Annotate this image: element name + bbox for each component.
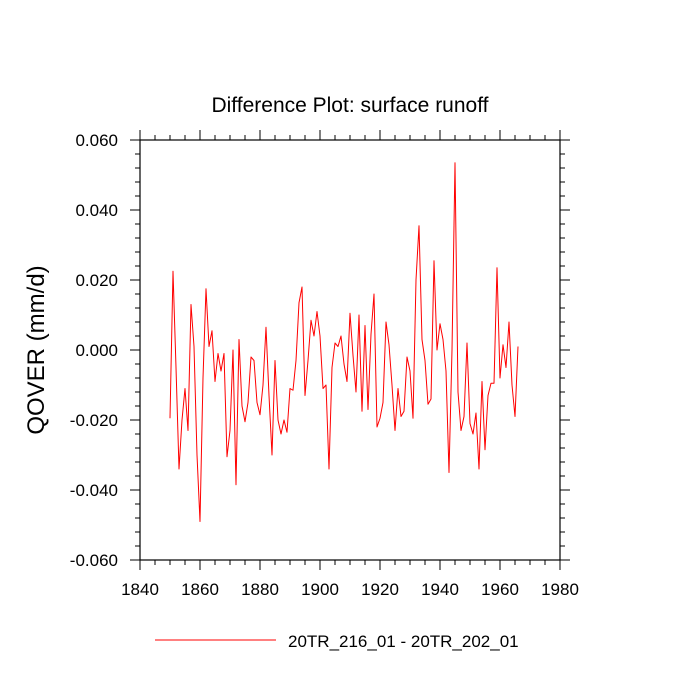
y-tick-label: -0.060 (70, 551, 118, 570)
x-tick-label: 1840 (121, 580, 159, 599)
plot-frame (139, 139, 561, 561)
y-tick-label: 0.060 (75, 131, 118, 150)
legend: 20TR_216_01 - 20TR_202_01 (155, 632, 519, 651)
x-tick-label: 1980 (541, 580, 579, 599)
y-ticks (130, 139, 570, 561)
y-axis-label: QOVER (mm/d) (23, 265, 50, 434)
x-tick-label: 1920 (361, 580, 399, 599)
y-tick-labels: -0.060 -0.040 -0.020 0.000 0.020 0.040 0.060 (70, 131, 118, 570)
y-tick-label: -0.040 (70, 481, 118, 500)
x-tick-label: 1960 (481, 580, 519, 599)
y-tick-label: 0.040 (75, 201, 118, 220)
y-tick-label: 0.000 (75, 341, 118, 360)
series-line (169, 162, 519, 522)
legend-label: 20TR_216_01 - 20TR_202_01 (288, 632, 519, 651)
x-tick-label: 1900 (301, 580, 339, 599)
x-tick-labels: 1840 1860 1880 1900 1920 1940 1960 1980 (121, 580, 579, 599)
y-tick-label: -0.020 (70, 411, 118, 430)
x-tick-label: 1860 (181, 580, 219, 599)
chart-title: Difference Plot: surface runoff (211, 94, 488, 117)
x-tick-label: 1940 (421, 580, 459, 599)
x-tick-label: 1880 (241, 580, 279, 599)
y-tick-label: 0.020 (75, 271, 118, 290)
x-ticks (139, 130, 561, 570)
